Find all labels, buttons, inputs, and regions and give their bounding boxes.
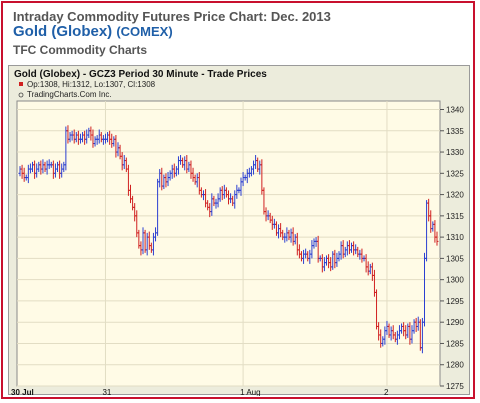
y-tick-label: 1295 (446, 297, 464, 306)
grid-lines (16, 100, 441, 387)
y-tick-label: 1290 (446, 318, 464, 327)
y-tick-label: 1285 (446, 339, 464, 348)
chart-credit: TradingCharts.Com Inc. (27, 90, 112, 99)
y-tick-label: 1280 (446, 361, 464, 370)
source-label: TFC Commodity Charts (13, 43, 148, 57)
credit-globe-icon (18, 92, 24, 98)
x-tick-label: 30 Jul (11, 388, 34, 396)
y-tick-label: 1315 (446, 212, 464, 221)
y-tick-label: 1340 (446, 106, 464, 115)
x-axis: 30 Jul 31 1 Aug 2 (11, 388, 389, 396)
price-chart-svg: Gold (Globex) - GCZ3 Period 30 Minute - … (11, 69, 464, 396)
y-tick-label: 1300 (446, 276, 464, 285)
commodity-heading: Gold (Globex) (COMEX) (13, 23, 173, 40)
x-tick-label: 1 Aug (240, 388, 260, 396)
commodity-name: Gold (Globex) (13, 23, 113, 40)
ohlc-readout: Op:1308, Hi:1312, Lo:1307, Cl:1308 (27, 80, 156, 89)
y-tick-label: 1305 (446, 254, 464, 263)
price-chart: Gold (Globex) - GCZ3 Period 30 Minute - … (8, 65, 470, 396)
y-tick-label: 1320 (446, 191, 464, 200)
plot-area (16, 100, 441, 387)
y-tick-label: 1275 (446, 382, 464, 391)
exchange-symbol: (COMEX) (116, 24, 173, 39)
y-tick-label: 1325 (446, 169, 464, 178)
x-tick-label: 31 (102, 388, 111, 396)
ohlc-bar (435, 231, 439, 246)
x-tick-label: 2 (384, 388, 389, 396)
y-axis: 1275 1280 1285 1290 1295 1300 1305 1310 1315 1320… (440, 106, 464, 391)
price-bars (18, 125, 439, 354)
y-tick-label: 1335 (446, 127, 464, 136)
y-tick-label: 1310 (446, 233, 464, 242)
legend-square-icon (19, 82, 23, 86)
page-title: Intraday Commodity Futures Price Chart: … (13, 9, 331, 24)
y-tick-label: 1330 (446, 148, 464, 157)
chart-title: Gold (Globex) - GCZ3 Period 30 Minute - … (14, 69, 267, 80)
